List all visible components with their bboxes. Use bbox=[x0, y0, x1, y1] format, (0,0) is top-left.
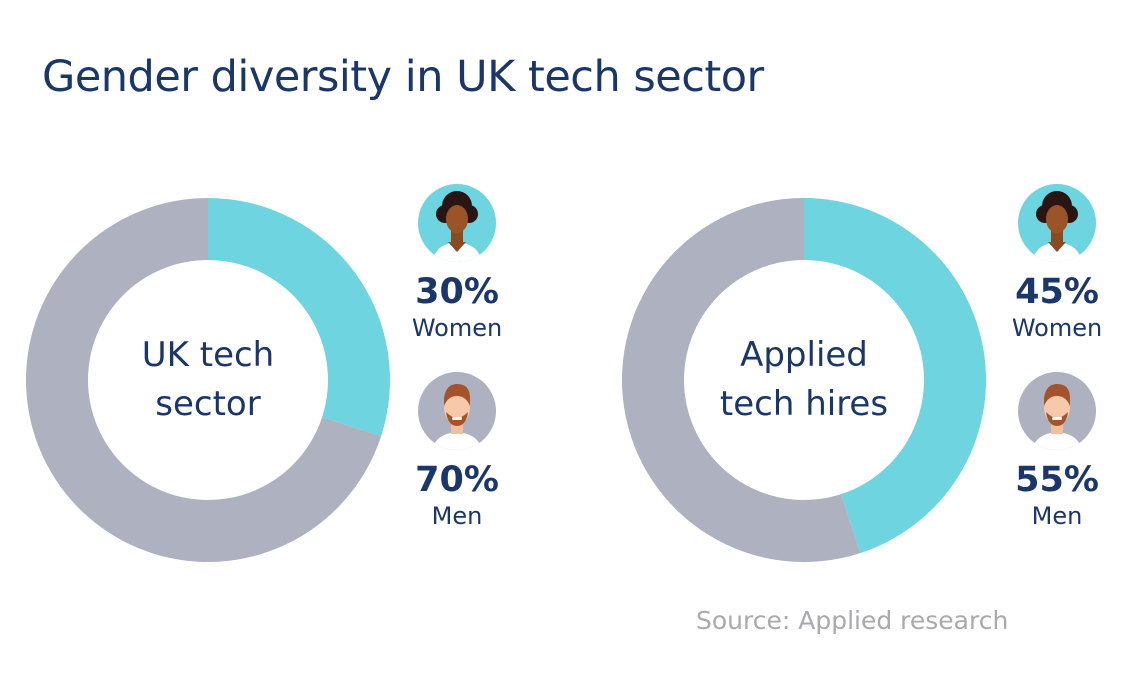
legend-men-applied: 55% Men bbox=[992, 372, 1122, 530]
donut-svg bbox=[26, 198, 390, 562]
center-label-line-2: sector bbox=[155, 384, 261, 424]
donut-chart-applied-tech-hires: Applied tech hires bbox=[614, 190, 994, 570]
donut-chart-uk-tech-sector: UK tech sector bbox=[18, 190, 398, 570]
man-avatar-icon bbox=[1018, 372, 1096, 450]
label-men-uk-tech: Men bbox=[431, 502, 483, 530]
percent-men-applied: 55% bbox=[1015, 460, 1099, 500]
label-women-applied: Women bbox=[1011, 314, 1103, 342]
percent-women-applied: 45% bbox=[1015, 272, 1099, 312]
donut-slice-men bbox=[26, 198, 382, 562]
legend-women-uk-tech: 30% Women bbox=[392, 184, 522, 342]
legend-men-uk-tech: 70% Men bbox=[392, 372, 522, 530]
chart-title: Gender diversity in UK tech sector bbox=[42, 52, 764, 102]
donut-slice-women bbox=[804, 198, 986, 554]
center-label-line-1: Applied bbox=[740, 335, 868, 375]
donut-center-label: Applied tech hires bbox=[614, 190, 994, 570]
donut-slice-men bbox=[622, 198, 861, 562]
legend-women-applied: 45% Women bbox=[992, 184, 1122, 342]
center-label-line-2: tech hires bbox=[719, 384, 889, 424]
woman-avatar-icon bbox=[418, 184, 496, 262]
label-women-uk-tech: Women bbox=[411, 314, 503, 342]
center-label-line-1: UK tech bbox=[141, 335, 275, 375]
label-men-applied: Men bbox=[1031, 502, 1083, 530]
source-note: Source: Applied research bbox=[696, 606, 1009, 635]
percent-men-uk-tech: 70% bbox=[415, 460, 499, 500]
donut-center-label: UK tech sector bbox=[18, 190, 398, 570]
donut-svg bbox=[622, 198, 986, 562]
donut-slice-women bbox=[208, 198, 390, 437]
man-avatar-icon bbox=[418, 372, 496, 450]
woman-avatar-icon bbox=[1018, 184, 1096, 262]
percent-women-uk-tech: 30% bbox=[415, 272, 499, 312]
